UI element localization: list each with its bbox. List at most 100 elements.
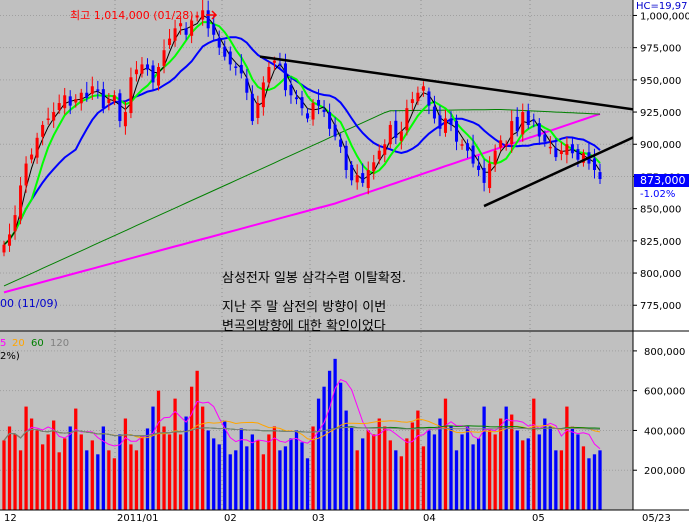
- candle-body: [24, 163, 28, 186]
- candle-body: [355, 175, 359, 183]
- candle-body: [145, 64, 149, 70]
- candle-body: [399, 131, 403, 141]
- volume-bar: [151, 406, 155, 510]
- volume-bar: [162, 426, 166, 510]
- candle-body: [35, 137, 39, 158]
- volume-bar: [487, 430, 492, 510]
- candle-body: [13, 215, 17, 232]
- vol-legend-5: 5: [0, 338, 6, 349]
- annotation-line-2: 지난 주 말 삼전의 방향이 이번: [222, 300, 386, 315]
- volume-bar: [416, 410, 420, 510]
- volume-bar: [178, 434, 183, 510]
- candle-body: [466, 143, 470, 151]
- volume-bar: [228, 454, 232, 510]
- candle-body: [344, 145, 348, 171]
- candle-body: [90, 86, 94, 94]
- volume-bar: [570, 426, 575, 510]
- candle-body: [123, 112, 127, 127]
- volume-bar: [40, 444, 45, 510]
- volume-bar: [201, 406, 205, 510]
- candle-body: [300, 97, 304, 109]
- candle-body: [598, 172, 602, 180]
- candle-body: [350, 164, 354, 181]
- candle-body: [421, 86, 425, 91]
- candle-body: [294, 97, 298, 100]
- volume-bar: [366, 430, 370, 510]
- x-tick-label: 2011/01: [117, 513, 159, 524]
- candle-body: [311, 103, 315, 120]
- volume-bar: [548, 426, 552, 510]
- volume-bar: [410, 422, 415, 510]
- candle-body: [537, 123, 541, 137]
- candle-body: [134, 69, 138, 75]
- candle-body: [162, 50, 166, 66]
- candle-body: [570, 144, 574, 154]
- candle-body: [8, 234, 12, 246]
- volume-bar: [118, 434, 122, 510]
- candle-body: [460, 144, 464, 146]
- candle-body: [493, 150, 497, 165]
- x-axis-ticks: 12 2011/01 02 03 04 05 05/23: [4, 513, 671, 524]
- price-tick-label: 900,000: [640, 140, 681, 151]
- candle-body: [416, 92, 420, 102]
- candle-body: [101, 89, 105, 109]
- candle-body: [477, 165, 481, 171]
- volume-bar: [399, 456, 403, 510]
- price-tick-label: 925,000: [640, 108, 681, 119]
- upper-trendline: [259, 55, 681, 118]
- volume-bar: [521, 440, 525, 510]
- candle-body: [173, 28, 177, 41]
- volume-bar: [101, 426, 105, 510]
- candle-body: [157, 66, 161, 86]
- candle-body: [543, 134, 547, 142]
- volume-bar: [377, 418, 381, 510]
- candle-body: [482, 167, 486, 183]
- candle-body: [223, 46, 227, 57]
- right-axis-panel: [633, 0, 689, 524]
- volume-bar: [167, 434, 172, 510]
- candle-body: [383, 144, 387, 155]
- volume-tick-label: 800,000: [644, 347, 685, 358]
- volume-bar: [79, 434, 83, 510]
- volume-bar: [239, 428, 243, 510]
- volume-bar: [421, 446, 426, 510]
- volume-moving-averages: [3, 378, 601, 450]
- volume-bar: [46, 434, 50, 510]
- candle-body: [278, 63, 282, 66]
- candle-body: [283, 63, 287, 91]
- price-tick-label: 975,000: [640, 44, 681, 55]
- volume-bar: [438, 418, 442, 510]
- volume-bar: [537, 434, 541, 510]
- volume-bar: [7, 426, 12, 510]
- candle-body: [333, 124, 337, 137]
- candle-body: [68, 96, 72, 106]
- current-price-label: 873,000: [640, 174, 686, 187]
- volume-bar: [212, 438, 216, 510]
- candle-body: [521, 112, 525, 135]
- volume-bar: [543, 418, 547, 510]
- candle-body: [212, 24, 216, 35]
- candle-body: [427, 91, 431, 106]
- candle-body: [532, 119, 536, 122]
- volume-bar: [223, 420, 227, 510]
- volume-bar: [471, 444, 475, 510]
- candle-body: [118, 93, 122, 122]
- volume-bar: [499, 418, 503, 510]
- volume-bar: [316, 398, 321, 510]
- volume-bar: [234, 450, 238, 510]
- volume-ma5-line: [3, 378, 601, 450]
- price-tick-label: 1,000,000: [640, 11, 689, 22]
- candle-body: [52, 112, 56, 121]
- candle-body: [2, 244, 6, 253]
- candle-body: [190, 20, 194, 36]
- candle-body: [46, 118, 50, 120]
- volume-tick-label: 600,000: [644, 387, 685, 398]
- volume-bar: [140, 436, 144, 510]
- volume-bar: [510, 414, 514, 510]
- candle-body: [168, 38, 172, 46]
- price-tick-label: 775,000: [640, 301, 681, 312]
- volume-bar: [449, 426, 453, 510]
- volume-bars: [2, 358, 602, 510]
- volume-bar: [405, 438, 409, 510]
- x-tick-label: 03: [312, 513, 325, 524]
